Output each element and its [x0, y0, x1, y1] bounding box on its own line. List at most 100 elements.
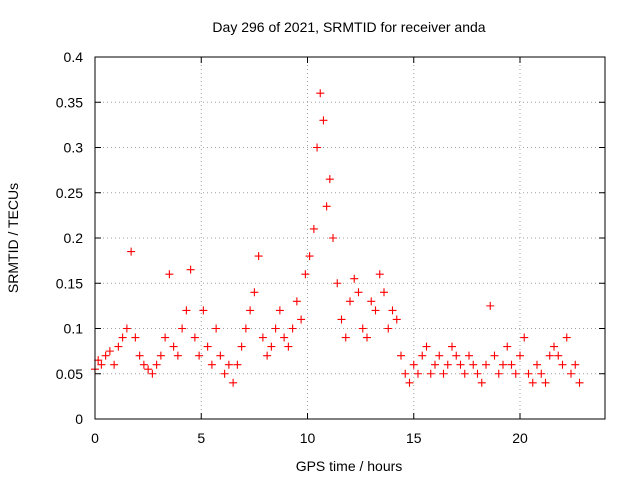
data-point	[384, 324, 393, 333]
data-point	[460, 369, 469, 378]
data-point	[575, 378, 584, 387]
data-point	[550, 342, 558, 351]
data-point	[541, 378, 550, 387]
data-point	[388, 306, 397, 315]
data-point	[375, 270, 384, 279]
grid-lines	[95, 57, 605, 419]
data-point	[220, 369, 229, 378]
data-point	[448, 342, 456, 351]
data-point	[477, 378, 486, 387]
y-tick-label: 0.3	[64, 140, 84, 156]
data-point	[275, 306, 284, 315]
data-point	[520, 333, 529, 342]
data-point	[313, 143, 322, 152]
data-point	[224, 360, 233, 369]
data-point	[528, 378, 537, 387]
x-tick-label: 10	[300, 430, 316, 446]
data-point	[452, 351, 461, 360]
y-tick-label: 0.4	[64, 49, 84, 65]
data-point	[371, 306, 380, 315]
x-tick-label: 20	[512, 430, 528, 446]
data-point	[554, 351, 563, 360]
y-tick-label: 0.35	[56, 94, 83, 110]
data-point	[358, 324, 367, 333]
data-point	[105, 347, 114, 356]
data-point	[367, 297, 376, 306]
data-point	[567, 369, 575, 378]
data-point	[405, 378, 414, 387]
data-point	[392, 315, 401, 324]
data-point	[94, 356, 103, 365]
data-point	[503, 342, 512, 351]
data-point	[97, 360, 106, 369]
data-point	[212, 324, 221, 333]
data-point	[284, 342, 293, 351]
data-point	[246, 306, 255, 315]
data-point	[482, 360, 490, 369]
data-point	[101, 351, 110, 360]
data-point	[199, 306, 208, 315]
data-point	[409, 360, 418, 369]
data-point	[469, 360, 478, 369]
data-point	[254, 252, 263, 261]
data-point	[486, 301, 495, 310]
data-point	[250, 288, 259, 297]
data-point	[516, 351, 524, 360]
y-tick-label: 0.1	[64, 321, 84, 337]
data-point	[237, 342, 246, 351]
data-point	[267, 342, 276, 351]
data-point	[195, 351, 204, 360]
data-point	[258, 333, 267, 342]
data-points	[91, 89, 584, 387]
data-point	[443, 360, 452, 369]
data-point	[380, 288, 388, 297]
data-point	[562, 333, 571, 342]
y-tick-label: 0	[75, 411, 83, 427]
data-point	[350, 274, 359, 283]
y-tick-label: 0.15	[56, 275, 83, 291]
data-point	[280, 333, 289, 342]
data-point	[456, 360, 465, 369]
data-point	[537, 369, 546, 378]
data-point	[135, 351, 144, 360]
data-point	[319, 116, 328, 125]
data-point	[152, 360, 161, 369]
data-point	[558, 360, 567, 369]
data-point	[131, 333, 140, 342]
data-point	[118, 333, 127, 342]
data-point	[499, 360, 507, 369]
data-point	[182, 306, 191, 315]
data-point	[203, 342, 212, 351]
data-point	[229, 378, 238, 387]
data-point	[216, 351, 225, 360]
data-point	[305, 252, 314, 261]
data-point	[341, 333, 350, 342]
data-point	[465, 351, 473, 360]
y-axis-ticks: 0 0.05 0.1 0.15 0.2 0.25 0.3 0.35 0.4	[56, 49, 605, 427]
data-point	[333, 279, 342, 288]
data-point	[346, 297, 354, 306]
data-point	[414, 369, 422, 378]
data-point	[148, 369, 157, 378]
x-tick-label: 15	[406, 430, 422, 446]
data-point	[122, 324, 131, 333]
data-point	[173, 351, 182, 360]
data-point	[363, 333, 371, 342]
data-point	[114, 342, 123, 351]
y-tick-label: 0.05	[56, 366, 83, 382]
data-point	[490, 351, 499, 360]
data-point	[144, 365, 153, 374]
data-point	[156, 351, 165, 360]
data-point	[524, 369, 533, 378]
data-point	[301, 270, 310, 279]
data-point	[165, 270, 174, 279]
data-point	[494, 369, 503, 378]
data-point	[161, 333, 170, 342]
data-point	[422, 342, 431, 351]
data-point	[309, 224, 318, 233]
data-point	[533, 360, 541, 369]
data-point	[186, 265, 195, 274]
data-point	[431, 360, 439, 369]
data-point	[354, 288, 363, 297]
data-point	[316, 89, 325, 98]
